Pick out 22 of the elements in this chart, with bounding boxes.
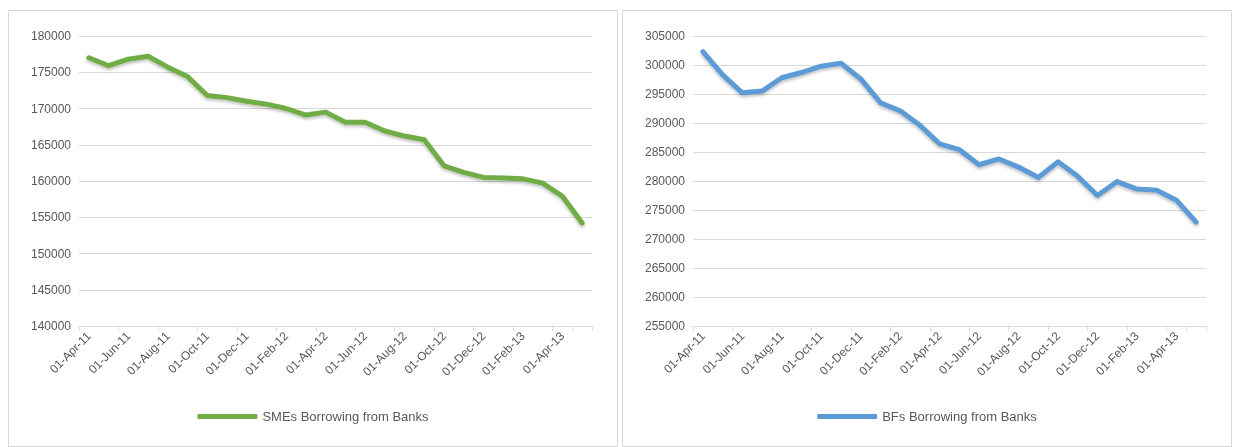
legend-label: SMEs Borrowing from Banks xyxy=(262,409,430,424)
y-tick-label: 285000 xyxy=(644,145,686,159)
y-tick-label: 180000 xyxy=(30,29,72,43)
y-tick-label: 260000 xyxy=(644,290,686,304)
y-tick-label: 305000 xyxy=(644,29,686,43)
y-tick-label: 170000 xyxy=(30,101,72,116)
y-tick-label: 175000 xyxy=(30,65,72,80)
legend-label: BFs Borrowing from Banks xyxy=(882,409,1038,424)
y-tick-label: 290000 xyxy=(644,116,686,130)
y-tick-label: 275000 xyxy=(644,203,686,217)
y-tick-label: 265000 xyxy=(644,261,686,275)
y-tick-label: 145000 xyxy=(30,282,72,297)
y-tick-label: 280000 xyxy=(644,174,686,188)
y-tick-label: 160000 xyxy=(30,174,72,188)
y-tick-label: 140000 xyxy=(30,319,72,333)
y-tick-label: 155000 xyxy=(30,210,72,225)
y-tick-label: 270000 xyxy=(644,232,686,246)
y-tick-label: 255000 xyxy=(644,319,686,333)
y-tick-label: 295000 xyxy=(644,87,686,101)
y-tick-label: 150000 xyxy=(30,246,72,261)
y-tick-label: 165000 xyxy=(30,137,72,152)
y-tick-label: 300000 xyxy=(644,58,686,72)
